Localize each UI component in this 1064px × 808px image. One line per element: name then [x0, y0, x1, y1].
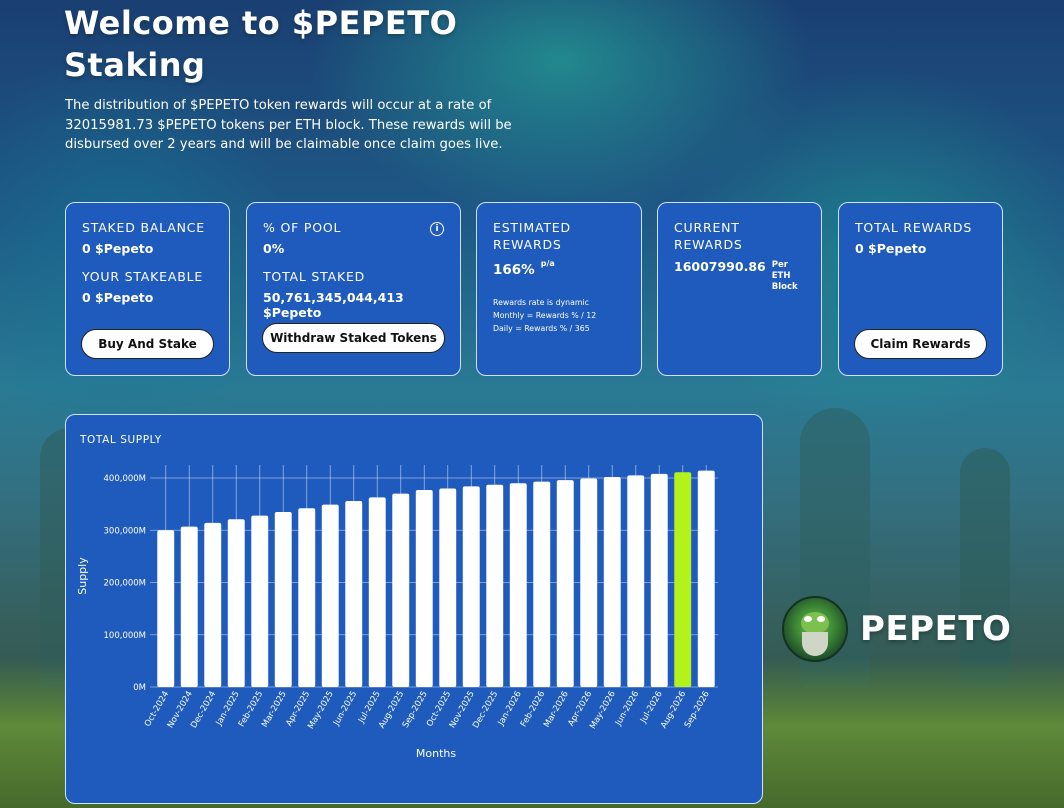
total-rewards-value: 0 $Pepeto [855, 241, 986, 256]
x-axis-title: Months [416, 747, 456, 760]
bar [157, 530, 174, 687]
total-rewards-card: TOTAL REWARDS 0 $Pepeto Claim Rewards [838, 202, 1003, 376]
x-tick-label: Jun-2026 [613, 690, 641, 729]
bar [251, 516, 268, 687]
pool-percent-value: 0% [263, 241, 444, 256]
bar [698, 471, 715, 687]
rewards-notes: Rewards rate is dynamic Monthly = Reward… [493, 296, 625, 335]
bar [486, 485, 503, 687]
staked-balance-value: 0 $Pepeto [82, 241, 213, 256]
bar [533, 482, 550, 687]
brand-logo-block: PEPETO [782, 596, 1011, 662]
stakeable-label: YOUR STAKEABLE [82, 268, 213, 285]
bar [580, 479, 597, 687]
page-title: Welcome to $PEPETO Staking [64, 2, 544, 86]
y-tick-label: 200,000M [104, 579, 146, 589]
staked-balance-card: STAKED BALANCE 0 $Pepeto YOUR STAKEABLE … [65, 202, 230, 376]
y-axis-title: Supply [76, 557, 89, 595]
staked-balance-label: STAKED BALANCE [82, 219, 213, 236]
bar [439, 488, 456, 687]
current-rewards-label: CURRENT REWARDS [674, 219, 805, 253]
bar [345, 501, 362, 687]
bar [557, 480, 574, 687]
claim-rewards-button[interactable]: Claim Rewards [854, 329, 987, 359]
rate-unit: p/a [541, 259, 555, 268]
x-tick-label: Jun-2025 [331, 690, 359, 729]
current-rewards-row: 16007990.86 Per ETH Block [674, 259, 805, 293]
estimated-rewards-card: ESTIMATED REWARDS 166% p/a Rewards rate i… [476, 202, 642, 376]
bar [392, 494, 409, 687]
withdraw-staked-button[interactable]: Withdraw Staked Tokens [262, 323, 445, 353]
total-staked-value: 50,761,345,044,413 $Pepeto [263, 290, 444, 320]
bar [463, 486, 480, 687]
bar [228, 519, 245, 687]
y-tick-label: 100,000M [104, 631, 146, 641]
note-monthly: Monthly = Rewards % / 12 [493, 309, 625, 322]
estimated-rate-value: 166% p/a [493, 259, 625, 278]
rate-percent: 166% [493, 262, 535, 278]
pepe-logo-icon [782, 596, 848, 662]
info-icon[interactable]: i [430, 222, 444, 236]
bar [627, 475, 644, 687]
total-staked-label: TOTAL STAKED [263, 268, 444, 285]
bar [674, 472, 691, 687]
total-supply-chart-card: TOTAL SUPPLY 0M 100,000M 200,000M 300,000M 4… [65, 414, 763, 804]
estimated-rewards-label: ESTIMATED REWARDS [493, 219, 625, 253]
bar [181, 527, 198, 687]
y-tick-label: 300,000M [104, 526, 146, 536]
note-daily: Daily = Rewards % / 365 [493, 322, 625, 335]
stakeable-value: 0 $Pepeto [82, 290, 213, 305]
bar [369, 497, 386, 687]
pool-card: % OF POOL i 0% TOTAL STAKED 50,761,345,0… [246, 202, 461, 376]
y-tick-label: 0M [133, 683, 146, 693]
bar [298, 508, 315, 687]
current-rewards-value: 16007990.86 [674, 259, 766, 274]
current-rewards-card: CURRENT REWARDS 16007990.86 Per ETH Bloc… [657, 202, 822, 376]
y-tick-label: 400,000M [104, 474, 146, 484]
bar [416, 490, 433, 687]
intro-text: The distribution of $PEPETO token reward… [65, 96, 515, 155]
bar [510, 483, 527, 687]
total-rewards-label: TOTAL REWARDS [855, 219, 986, 236]
note-dynamic: Rewards rate is dynamic [493, 296, 625, 309]
buy-and-stake-button[interactable]: Buy And Stake [81, 329, 214, 359]
bar [204, 523, 221, 687]
bar [604, 477, 621, 687]
pool-percent-label: % OF POOL [263, 219, 444, 236]
brand-name: PEPETO [860, 609, 1011, 649]
bar [275, 512, 292, 687]
supply-bar-chart: 0M100,000M200,000M300,000M400,000MOct-20… [66, 415, 761, 802]
current-rewards-unit: Per ETH Block [772, 260, 805, 293]
bar [322, 505, 339, 687]
bar [651, 474, 668, 687]
